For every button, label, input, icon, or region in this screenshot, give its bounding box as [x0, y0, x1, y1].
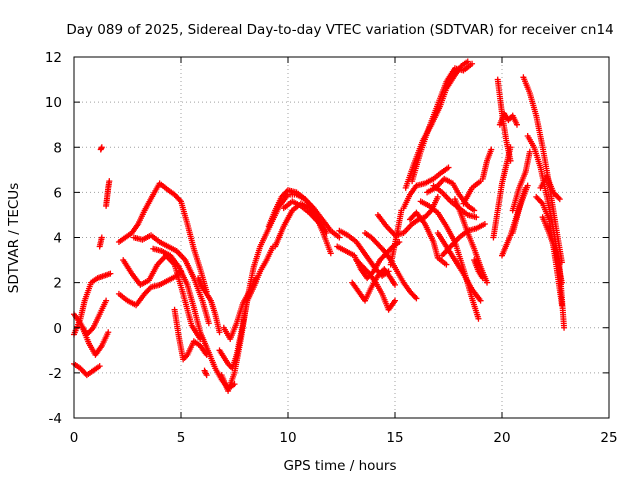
series-track-u	[280, 198, 321, 225]
data-point	[98, 144, 105, 151]
series-track-e	[96, 234, 105, 250]
series-track-g	[103, 178, 113, 209]
data-point	[336, 234, 343, 241]
data-point	[513, 121, 520, 128]
data-point	[445, 164, 452, 171]
series-track-n	[195, 275, 223, 336]
data-point	[469, 60, 476, 67]
series-track-ak	[439, 220, 488, 259]
y-tick-label: -4	[49, 411, 62, 427]
data-point	[392, 281, 398, 288]
y-tick-label: 4	[53, 231, 62, 247]
data-point	[327, 250, 334, 257]
series-track-s	[265, 187, 343, 241]
data-point	[558, 279, 565, 286]
data-point	[475, 315, 482, 322]
series-track-af	[409, 60, 476, 185]
data-point	[107, 270, 114, 277]
y-tick-label: 10	[45, 95, 62, 111]
data-point	[203, 372, 210, 379]
series-track-f	[97, 144, 105, 153]
series-track-x	[349, 266, 398, 304]
y-tick-label: 0	[53, 321, 62, 337]
data-point	[314, 218, 321, 225]
x-axis-label: GPS time / hours	[283, 458, 396, 474]
series-track-az	[539, 214, 565, 286]
data-point	[103, 297, 110, 304]
data-point	[216, 329, 223, 336]
data-point	[96, 363, 103, 370]
data-point	[526, 148, 533, 155]
series-track-b	[71, 360, 103, 379]
x-tick-label: 20	[493, 430, 510, 446]
series-track-am	[460, 178, 484, 207]
data-markers	[71, 58, 568, 394]
series-track-d	[79, 324, 112, 358]
data-point	[558, 302, 565, 309]
series-track-j	[120, 252, 204, 343]
y-axis-label: SDTVAR / TECUs	[6, 183, 22, 293]
series-track-ay	[537, 173, 563, 203]
series-track-an	[471, 257, 486, 282]
series-track-m	[171, 306, 210, 363]
series-track-o	[201, 367, 210, 379]
series-track-l	[150, 245, 238, 392]
series-track-h	[115, 268, 184, 309]
data-point	[434, 193, 441, 200]
x-tick-label: 0	[70, 430, 79, 446]
y-tick-label: -2	[49, 366, 62, 382]
data-point	[106, 178, 113, 185]
series-track-ab	[387, 207, 405, 268]
series-track-ao	[479, 146, 495, 182]
y-tick-label: 12	[45, 50, 62, 66]
data-point	[507, 157, 514, 164]
data-point	[488, 146, 495, 153]
data-point	[464, 58, 471, 65]
data-point	[471, 207, 478, 214]
series-track-aj	[434, 229, 484, 304]
data-point	[473, 214, 480, 221]
y-tick-label: 8	[53, 140, 62, 156]
x-tick-label: 25	[600, 430, 617, 446]
data-point	[481, 220, 488, 227]
axis-ticks: 0 5 10 15 20 25 -4 -2 0 2 4 6 8 10 12	[45, 50, 618, 446]
data-point	[443, 261, 450, 268]
data-point	[556, 196, 563, 203]
x-tick-label: 10	[279, 430, 296, 446]
x-tick-label: 15	[386, 430, 403, 446]
data-point	[479, 275, 486, 282]
chart-title: Day 089 of 2025, Sidereal Day-to-day VTE…	[66, 22, 613, 38]
series-track-ac	[400, 164, 452, 212]
data-point	[203, 351, 210, 358]
series-track-y	[353, 257, 398, 313]
data-point	[105, 329, 112, 336]
data-point	[205, 320, 212, 327]
data-point	[561, 324, 568, 331]
data-point	[522, 184, 529, 191]
data-point	[413, 295, 420, 302]
series-track-r	[220, 275, 259, 343]
series-track-aq	[494, 76, 514, 164]
series-track-aa	[374, 193, 441, 239]
y-tick-label: 6	[53, 185, 62, 201]
data-point	[98, 234, 105, 241]
data-point	[392, 297, 398, 304]
series-track-k	[130, 232, 212, 327]
series-track-ae	[406, 209, 450, 268]
series-track-au	[509, 184, 529, 236]
series-track-at	[509, 148, 533, 214]
series-track-c	[71, 270, 114, 338]
data-point	[323, 229, 330, 236]
data-point	[484, 279, 491, 286]
series-track-ar	[496, 110, 520, 128]
data-point	[252, 275, 259, 282]
data-point	[477, 297, 484, 304]
y-tick-label: 2	[53, 276, 62, 292]
data-point	[231, 381, 238, 388]
x-tick-label: 5	[177, 430, 186, 446]
